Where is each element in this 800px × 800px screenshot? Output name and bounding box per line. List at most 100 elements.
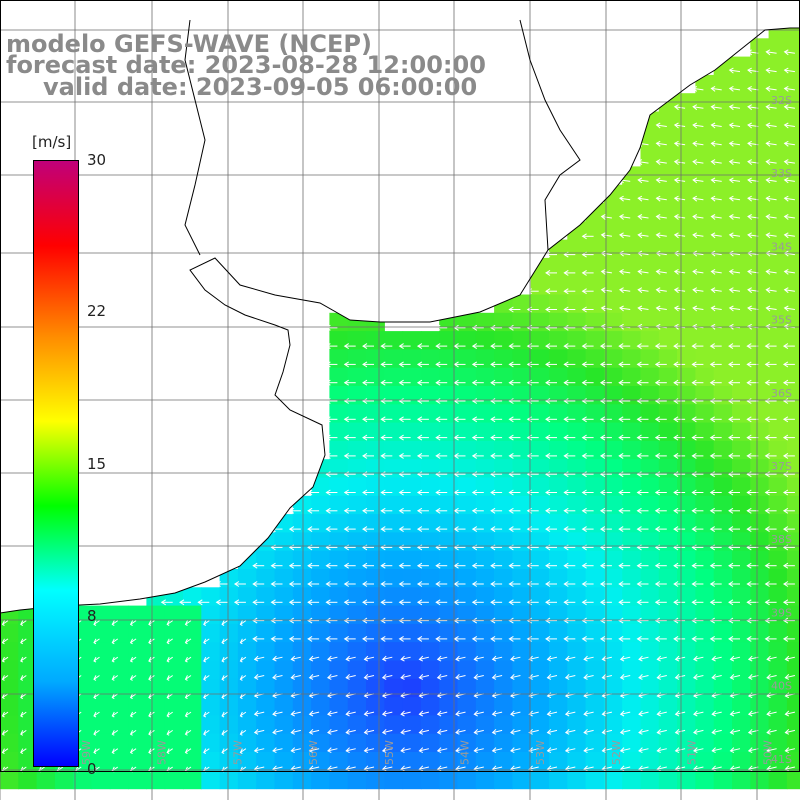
wind-arrow-head [655,323,661,330]
wind-arrow-shaft [437,748,448,752]
wind-arrow-head [636,361,642,368]
wind-arrow-head [327,710,332,717]
wind-arrow-head [343,526,349,533]
wind-arrow-head [563,452,569,459]
wind-arrow-head [252,617,258,624]
wind-arrow-head [600,268,606,275]
wind-arrow-shaft [674,142,686,146]
wind-arrow-head [111,748,115,755]
wind-arrow-shaft [400,675,411,679]
wind-arrow-head [400,674,405,680]
wind-arrow-head [203,730,207,736]
wind-arrow-head [362,379,368,386]
wind-arrow-head [93,620,97,626]
wind-arrow-head [782,526,789,533]
wind-arrow-shaft [240,748,247,753]
wind-arrow-head [111,711,115,718]
wind-arrow-shaft [601,234,612,237]
wind-arrow-head [325,635,331,642]
wind-arrow-shaft [784,307,795,310]
colorbar-tick-label: 30 [87,151,107,169]
wind-arrow-head [638,674,643,680]
wind-arrow-head [184,730,188,736]
wind-arrow-head [435,379,441,386]
wind-arrow-shaft [656,307,667,310]
wind-arrow-shaft [529,729,539,734]
wind-arrow-shaft [747,106,759,109]
wind-arrow-head [398,398,404,404]
wind-arrow-head [563,471,569,478]
wind-arrow-head [362,489,368,496]
wind-arrow-shaft [730,729,741,734]
wind-arrow-head [563,288,569,295]
wind-arrow-head [490,471,496,478]
wind-arrow-head [599,617,606,624]
wind-arrow-head [380,471,386,478]
wind-arrow-head [747,104,753,111]
wind-arrow-head [655,305,661,312]
wind-arrow-head [636,452,642,459]
wind-arrow-head [416,635,423,642]
wind-arrow-shaft [784,106,795,109]
wind-arrow-head [728,268,734,275]
wind-arrow-head [20,693,24,700]
wind-arrow-head [546,655,552,662]
wind-arrow-head [746,581,752,587]
wind-arrow-shaft [766,69,777,73]
wind-arrow-head [148,730,152,736]
wind-arrow-shaft [240,711,247,717]
wind-arrow-head [327,655,332,662]
wind-arrow-shaft [112,638,119,644]
wind-arrow-head [239,656,243,663]
wind-arrow-head [709,361,715,368]
wind-arrow-head [765,232,771,239]
wind-arrow-head [148,656,152,663]
wind-arrow-head [508,562,514,569]
wind-arrow-head [784,674,790,680]
wind-arrow-head [129,620,134,626]
wind-arrow-shaft [638,142,649,146]
wind-arrow-head [148,693,152,700]
wind-arrow-head [709,471,715,478]
wind-arrow-shaft [166,729,173,735]
wind-arrow-head [381,655,387,662]
wind-arrow-shaft [565,656,576,660]
wind-arrow-head [343,343,349,350]
wind-arrow-shaft [547,675,558,679]
wind-arrow-shaft [382,711,393,715]
wind-arrow-head [692,122,698,129]
wind-arrow-head [765,104,771,111]
wind-arrow-head [325,416,331,423]
wind-arrow-head [416,489,423,496]
wind-arrow-head [564,728,570,735]
wind-arrow-head [691,581,697,587]
wind-arrow-shaft [675,711,686,715]
wind-arrow-head [111,675,115,681]
wind-arrow-head [693,747,698,754]
wind-arrow-shaft [254,675,265,679]
wind-arrow-head [636,507,642,514]
wind-arrow-shaft [565,766,576,770]
wind-arrow-shaft [675,656,686,660]
wind-arrow-head [471,599,478,606]
wind-arrow-head [545,562,551,569]
wind-arrow-head [545,398,551,404]
wind-arrow-shaft [674,234,686,237]
wind-arrow-head [784,728,790,735]
wind-arrow-head [673,471,679,478]
wind-arrow-shaft [747,124,759,127]
wind-arrow-head [691,562,697,569]
wind-arrow-head [345,655,350,662]
longitude-labels: 59W58W57W56W55W54W53W52W51W50W49W [80,740,774,765]
wind-arrow-head [728,343,734,350]
wind-arrow-head [203,656,207,663]
wind-arrow-shaft [221,693,228,699]
wind-arrow-head [343,599,349,606]
wind-arrow-shaft [729,106,741,109]
wind-arrow-head [436,710,442,717]
wind-arrow-head [765,177,771,184]
latitude-label: 32S [771,94,792,107]
wind-arrow-shaft [693,87,704,91]
wind-arrow-head [471,416,478,423]
wind-arrow-shaft [327,675,338,679]
